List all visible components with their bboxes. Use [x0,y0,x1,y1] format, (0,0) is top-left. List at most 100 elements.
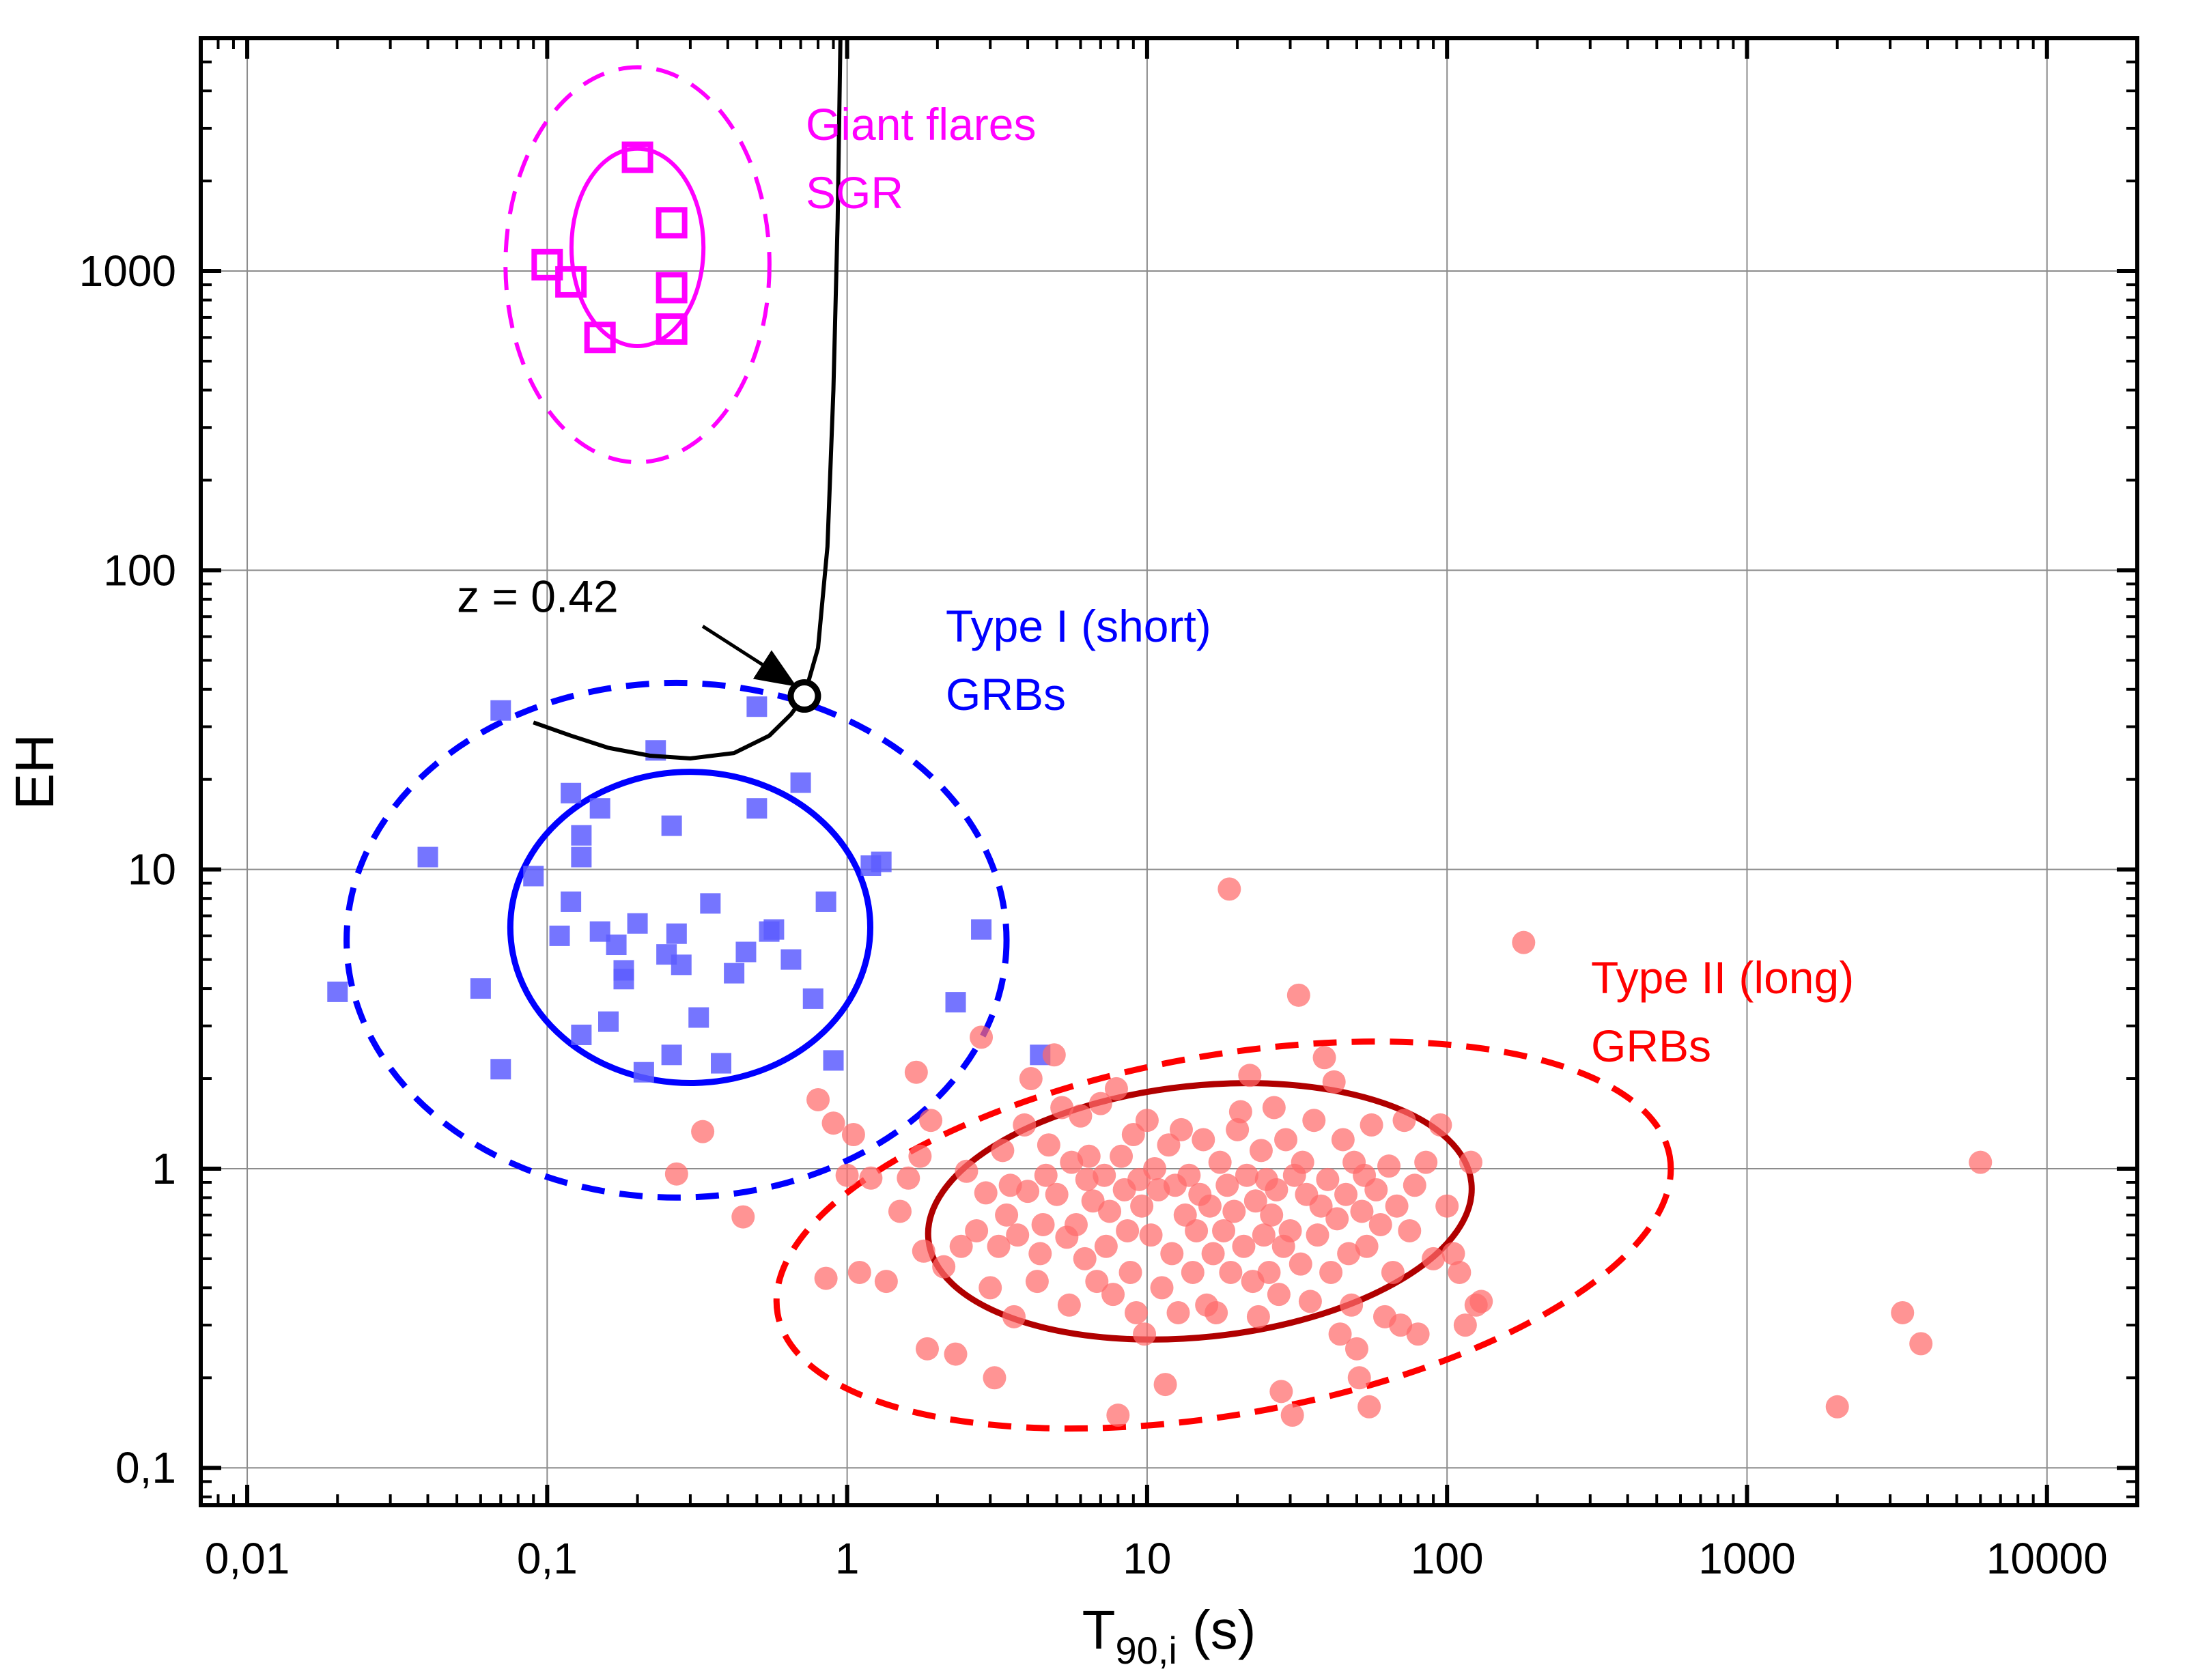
sgr-point [584,322,616,354]
type2-point [1459,1150,1482,1174]
type1-point [815,891,836,912]
type2-point [1215,1173,1239,1197]
type2-point [1073,1247,1097,1270]
type2-point [1034,1163,1058,1187]
type2-point [1298,1290,1322,1313]
type1-point [871,851,892,872]
type2-point [1217,877,1241,901]
type1-solid-ellipse [507,769,873,1087]
type2-point [1177,1163,1201,1187]
type2-point [1139,1223,1163,1247]
type2-point [1441,1242,1465,1266]
x-tick-label: 10 [1123,1534,1171,1583]
type2-point [1208,1150,1232,1174]
type1-point [724,963,745,984]
type2-point [1037,1133,1060,1157]
type1-point [661,815,682,836]
sgr-label-line2: SGR [806,167,903,218]
type2-point [1157,1133,1181,1157]
type1-point [327,981,348,1002]
type2-point [1166,1300,1190,1324]
x-tick-label: 1000 [1698,1534,1795,1583]
type1-point [671,954,692,976]
type2-point [974,1181,998,1205]
y-axis-title: EH [4,734,65,810]
type2-point [821,1111,845,1135]
type2-point [1238,1064,1262,1087]
type1-point [802,988,824,1009]
x-tick-label: 100 [1411,1534,1484,1583]
type2-point [1377,1154,1401,1178]
type2-point [1414,1150,1438,1174]
type2-point [1031,1212,1055,1236]
type2-point [1355,1234,1379,1258]
type1-point [746,798,768,819]
type1-point [571,825,592,846]
type2-point [908,1144,932,1168]
type2-point [1448,1260,1472,1284]
sgr-point [621,141,653,173]
type2-point [1232,1234,1256,1258]
type2-point [1364,1178,1388,1201]
type2-point [1101,1283,1125,1307]
type2-point [1381,1260,1405,1284]
type2-point [1192,1128,1215,1152]
type2-point [1118,1260,1142,1284]
type2-point [874,1270,898,1294]
type2-point [888,1199,912,1223]
type2-point [1392,1109,1416,1133]
type2-point [1891,1300,1915,1324]
type2-point [1350,1199,1374,1223]
x-tick-label: 0,01 [205,1534,290,1583]
type2-point [1469,1290,1493,1313]
plot-frame [199,36,2139,1507]
type2-point [1081,1189,1105,1213]
type2-point [1135,1109,1159,1133]
type2-point [1013,1113,1037,1137]
type1-point [627,913,648,934]
type2-point [1019,1067,1043,1091]
x-tick-label: 10000 [1986,1534,2108,1583]
type2-point [1267,1283,1291,1307]
type2-point [859,1166,883,1190]
type2-point [1403,1173,1426,1197]
type1-label-line2: GRBs [946,669,1066,720]
z-marker [787,679,821,713]
type2-point [1201,1242,1225,1266]
type1-point [661,1044,682,1066]
type2-point [987,1234,1011,1258]
type2-point [1252,1223,1276,1247]
type2-point [1278,1219,1302,1242]
type2-point [1104,1077,1128,1100]
type2-point [1286,983,1310,1007]
type1-point [711,1053,732,1074]
type2-point [944,1342,968,1366]
type2-point [915,1337,939,1361]
type2-point [995,1203,1019,1227]
sgr-point [531,248,563,281]
type2-point [1385,1194,1409,1218]
type2-point [841,1123,865,1147]
redshift-label: z = 0.42 [457,571,619,621]
type2-point [1006,1223,1030,1247]
type2-point [1269,1380,1293,1404]
type1-point [606,935,627,956]
type1-point [666,923,687,944]
type2-point [1143,1156,1167,1180]
type2-point [1257,1260,1281,1284]
type2-point [1909,1332,1933,1356]
type2-point [1319,1260,1343,1284]
type2-point [1181,1260,1205,1284]
type2-point [1077,1144,1101,1168]
type2-point [949,1234,973,1258]
type2-point [1337,1242,1361,1266]
type2-point [1249,1139,1273,1163]
tick-labels: 0,01 0,1 1 10 100 1000 10000 0,1 1 10 100 1000 [79,246,2108,1583]
type2-point [1302,1109,1326,1133]
type2-point [1133,1322,1157,1346]
type1-point [470,978,491,999]
type2-point [1025,1270,1049,1294]
type2-point [1212,1219,1236,1242]
sgr-point [656,272,688,304]
type1-point [597,1011,619,1032]
